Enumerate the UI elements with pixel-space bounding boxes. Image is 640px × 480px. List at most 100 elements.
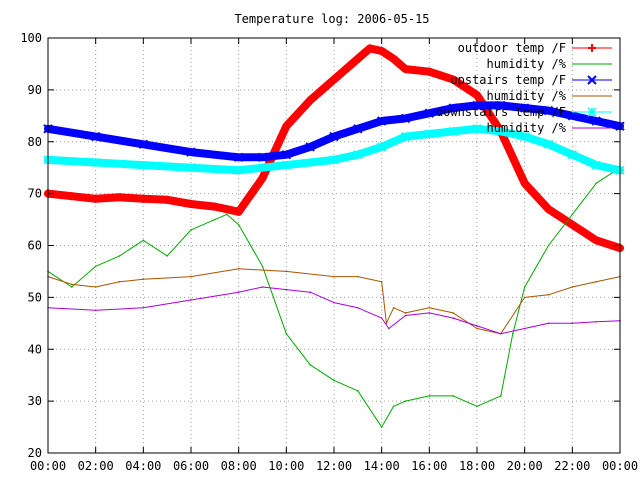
legend-label: upstairs temp /F: [450, 73, 566, 87]
x-tick-label: 12:00: [316, 459, 352, 473]
data-point: [285, 288, 288, 291]
data-point: [449, 75, 458, 84]
data-point: [452, 312, 454, 314]
data-point: [357, 389, 359, 392]
data-point: [186, 147, 196, 157]
data-point: [71, 286, 73, 288]
data-point: [222, 205, 231, 214]
data-point: [237, 223, 240, 226]
data-point: [425, 67, 434, 76]
data-point: [520, 132, 530, 142]
data-point: [285, 270, 288, 273]
data-point: [520, 179, 529, 188]
series-layer: [43, 44, 625, 428]
data-point: [190, 299, 192, 301]
data-point: [214, 218, 216, 221]
series-line: [47, 286, 621, 335]
data-point: [500, 332, 502, 335]
data-point: [258, 174, 267, 183]
data-point: [261, 286, 264, 288]
data-point: [448, 126, 458, 136]
data-point: [233, 152, 244, 163]
data-point: [472, 100, 482, 111]
data-point: [190, 275, 192, 278]
data-point: [523, 327, 526, 330]
data-point: [428, 395, 431, 397]
x-tick-label: 02:00: [78, 459, 114, 473]
data-point: [353, 124, 363, 134]
data-point: [118, 281, 121, 283]
x-tick-label: 00:00: [30, 459, 66, 473]
data-point: [404, 312, 407, 314]
data-point: [544, 205, 553, 214]
data-point: [333, 275, 335, 278]
y-tick-label: 40: [28, 342, 42, 356]
data-point: [496, 100, 506, 111]
data-point: [91, 194, 100, 203]
data-point: [353, 54, 362, 63]
data-point: [91, 157, 101, 168]
data-point: [142, 239, 145, 242]
legend-label: outdoor temp /F: [458, 41, 566, 55]
data-point: [568, 220, 577, 229]
data-point: [377, 46, 386, 55]
data-point: [424, 129, 434, 139]
data-point: [225, 213, 228, 216]
data-point: [357, 306, 359, 309]
data-point: [392, 405, 395, 408]
data-point: [523, 286, 526, 288]
data-point: [591, 160, 601, 170]
data-point: [166, 255, 168, 257]
data-point: [571, 286, 574, 288]
y-tick-label: 60: [28, 239, 42, 253]
data-point: [567, 111, 578, 121]
data-point: [404, 314, 407, 317]
data-point: [67, 192, 76, 201]
data-point: [94, 309, 97, 312]
data-point: [71, 283, 73, 286]
data-point: [428, 306, 431, 309]
data-point: [142, 306, 145, 309]
y-tick-label: 70: [28, 187, 42, 201]
legend-label: downstairs temp /F: [436, 105, 566, 119]
series-2: [47, 166, 621, 428]
data-point: [329, 131, 339, 142]
x-tick-label: 18:00: [459, 459, 495, 473]
data-point: [376, 116, 387, 126]
data-point: [389, 54, 398, 63]
data-point: [306, 96, 315, 105]
legend: outdoor temp /F humidity /% upstairs temp …: [436, 41, 612, 135]
series-line: [47, 167, 621, 428]
data-point: [496, 126, 506, 136]
data-point: [333, 379, 335, 382]
data-point: [285, 332, 288, 335]
data-point: [380, 281, 383, 283]
data-point: [401, 65, 410, 74]
data-point: [186, 163, 196, 173]
data-point: [234, 207, 243, 216]
x-tick-label: 08:00: [221, 459, 257, 473]
y-tick-label: 90: [28, 83, 42, 97]
x-tick-label: 16:00: [411, 459, 447, 473]
data-point: [210, 202, 219, 211]
legend-label: humidity /%: [487, 89, 567, 103]
x-tick-label: 10:00: [268, 459, 304, 473]
data-point: [139, 194, 148, 203]
legend-label: humidity /%: [487, 121, 567, 135]
data-point: [400, 113, 411, 124]
data-point: [237, 291, 240, 293]
x-tick-label: 00:00: [602, 459, 638, 473]
data-point: [571, 322, 574, 325]
data-point: [547, 244, 550, 247]
data-point: [543, 139, 554, 149]
data-point: [353, 150, 363, 160]
data-point: [377, 142, 387, 152]
data-point: [519, 103, 530, 113]
x-tick-label: 04:00: [125, 459, 161, 473]
data-point: [237, 268, 240, 270]
data-point: [94, 265, 97, 268]
data-point: [571, 213, 574, 216]
data-point: [392, 306, 395, 309]
data-point: [511, 332, 514, 335]
